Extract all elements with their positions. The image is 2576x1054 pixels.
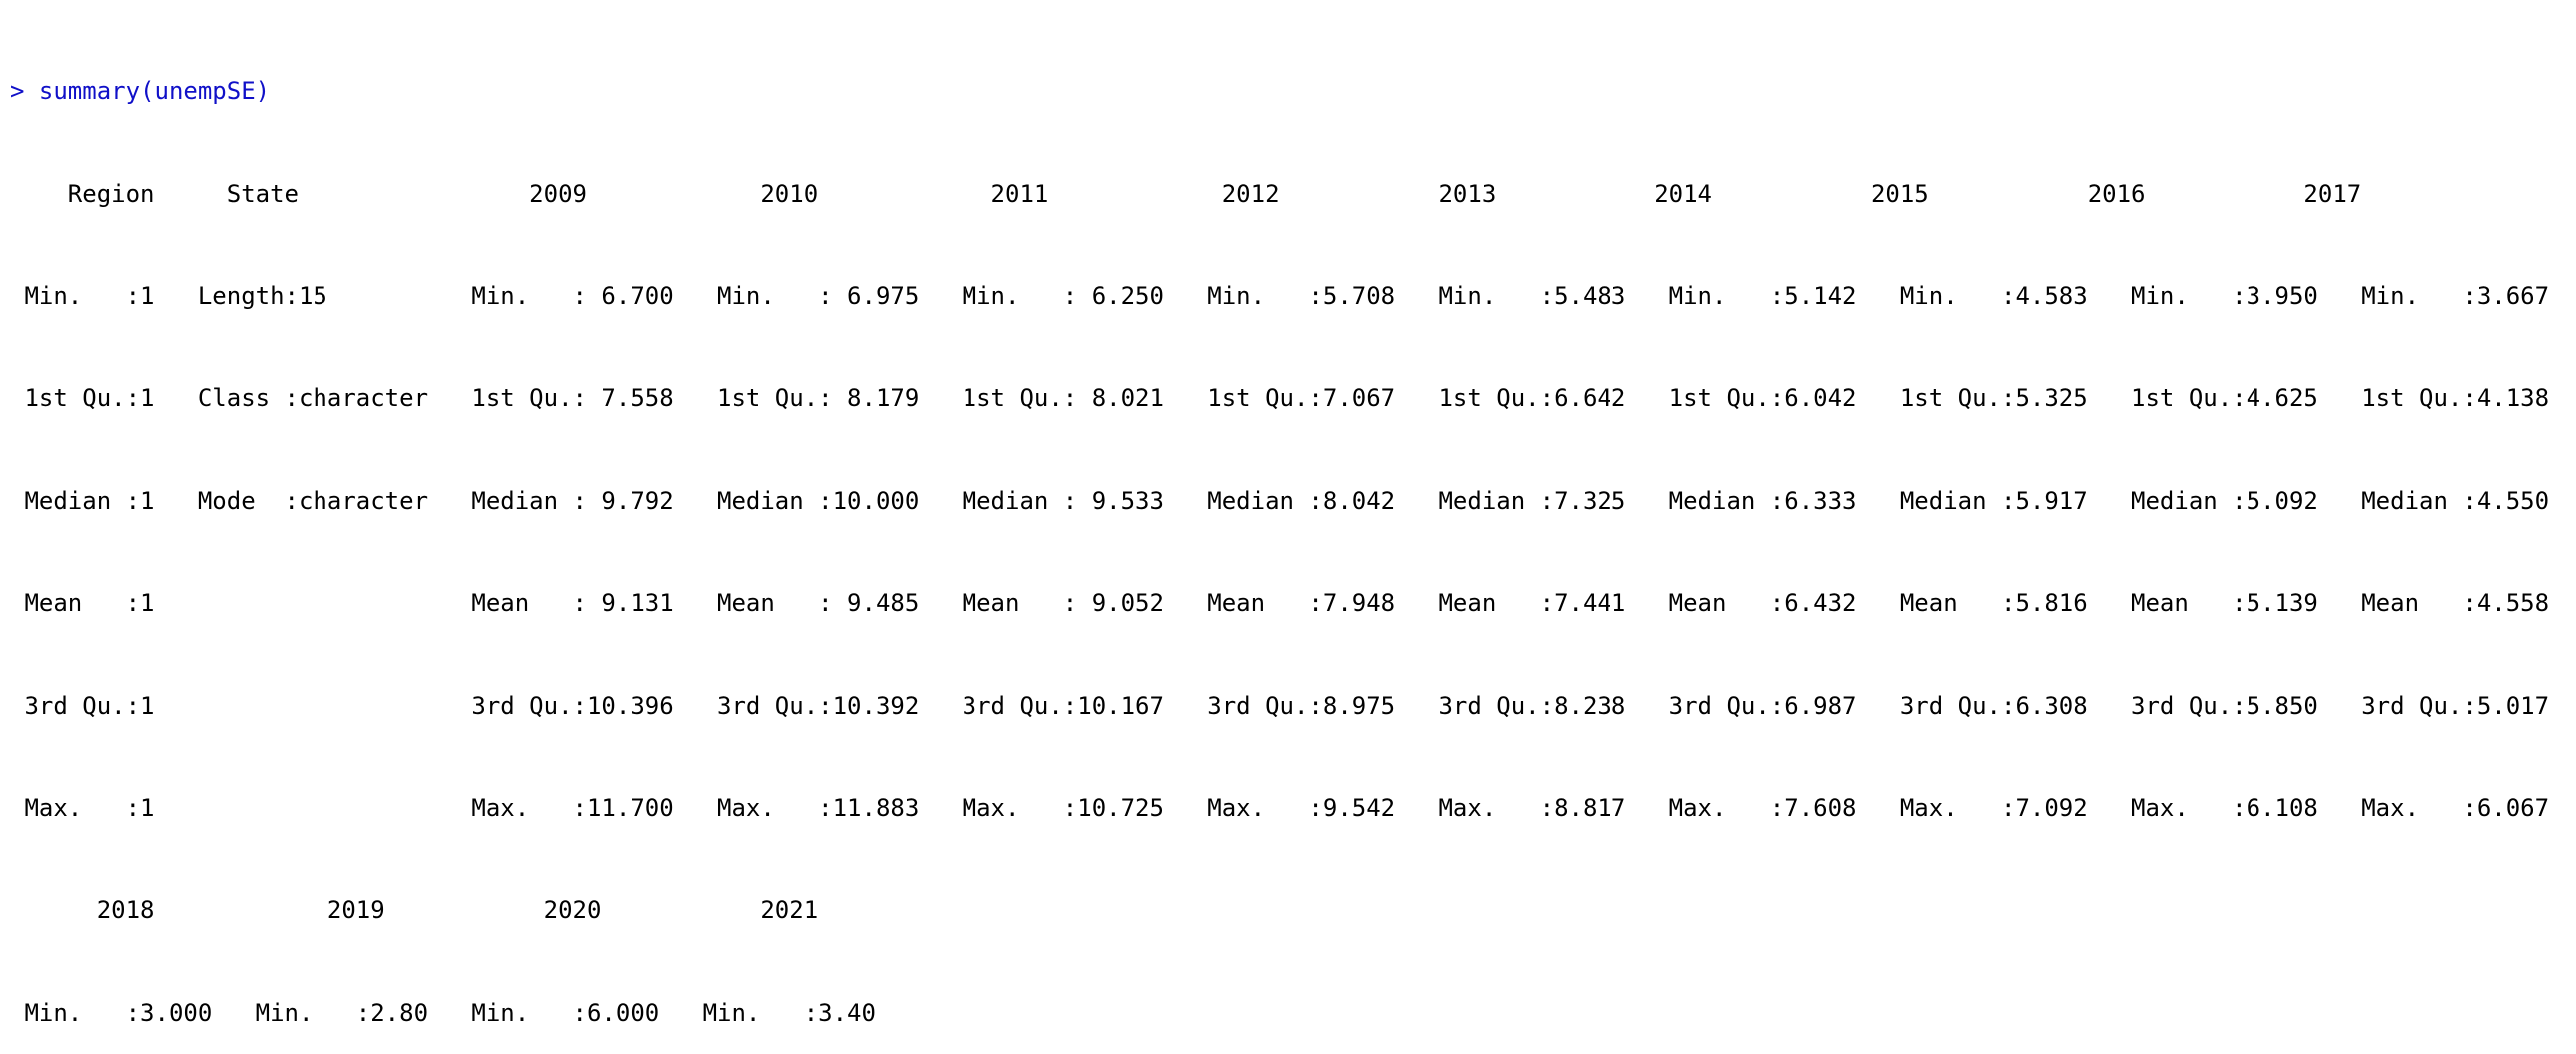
command-line: > summary(unempSE) xyxy=(10,74,2576,108)
output-line: 2018 2019 2020 2021 xyxy=(10,896,891,925)
command-text: summary(unempSE) xyxy=(38,77,271,106)
r-console[interactable]: > summary(unempSE) Region State 2009 201… xyxy=(0,0,2576,1026)
output-line: Median :1 Mode :character Median : 9.792… xyxy=(10,486,2576,515)
output-line: Min. :1 Length:15 Min. : 6.700 Min. : 6.… xyxy=(10,281,2576,310)
output-line: Mean :1 Mean : 9.131 Mean : 9.485 Mean :… xyxy=(10,589,2576,618)
output-line: 1st Qu.:1 Class :character 1st Qu.: 7.55… xyxy=(10,384,2576,413)
output-line: Region State 2009 2010 2011 2012 2013 20… xyxy=(10,180,2434,208)
output-line: Min. :3.000 Min. :2.80 Min. :6.000 Min. … xyxy=(10,998,905,1027)
output-line: 3rd Qu.:1 3rd Qu.:10.396 3rd Qu.:10.392 … xyxy=(10,691,2576,720)
prompt-symbol: > xyxy=(10,77,25,106)
output-line: Max. :1 Max. :11.700 Max. :11.883 Max. :… xyxy=(10,793,2576,822)
